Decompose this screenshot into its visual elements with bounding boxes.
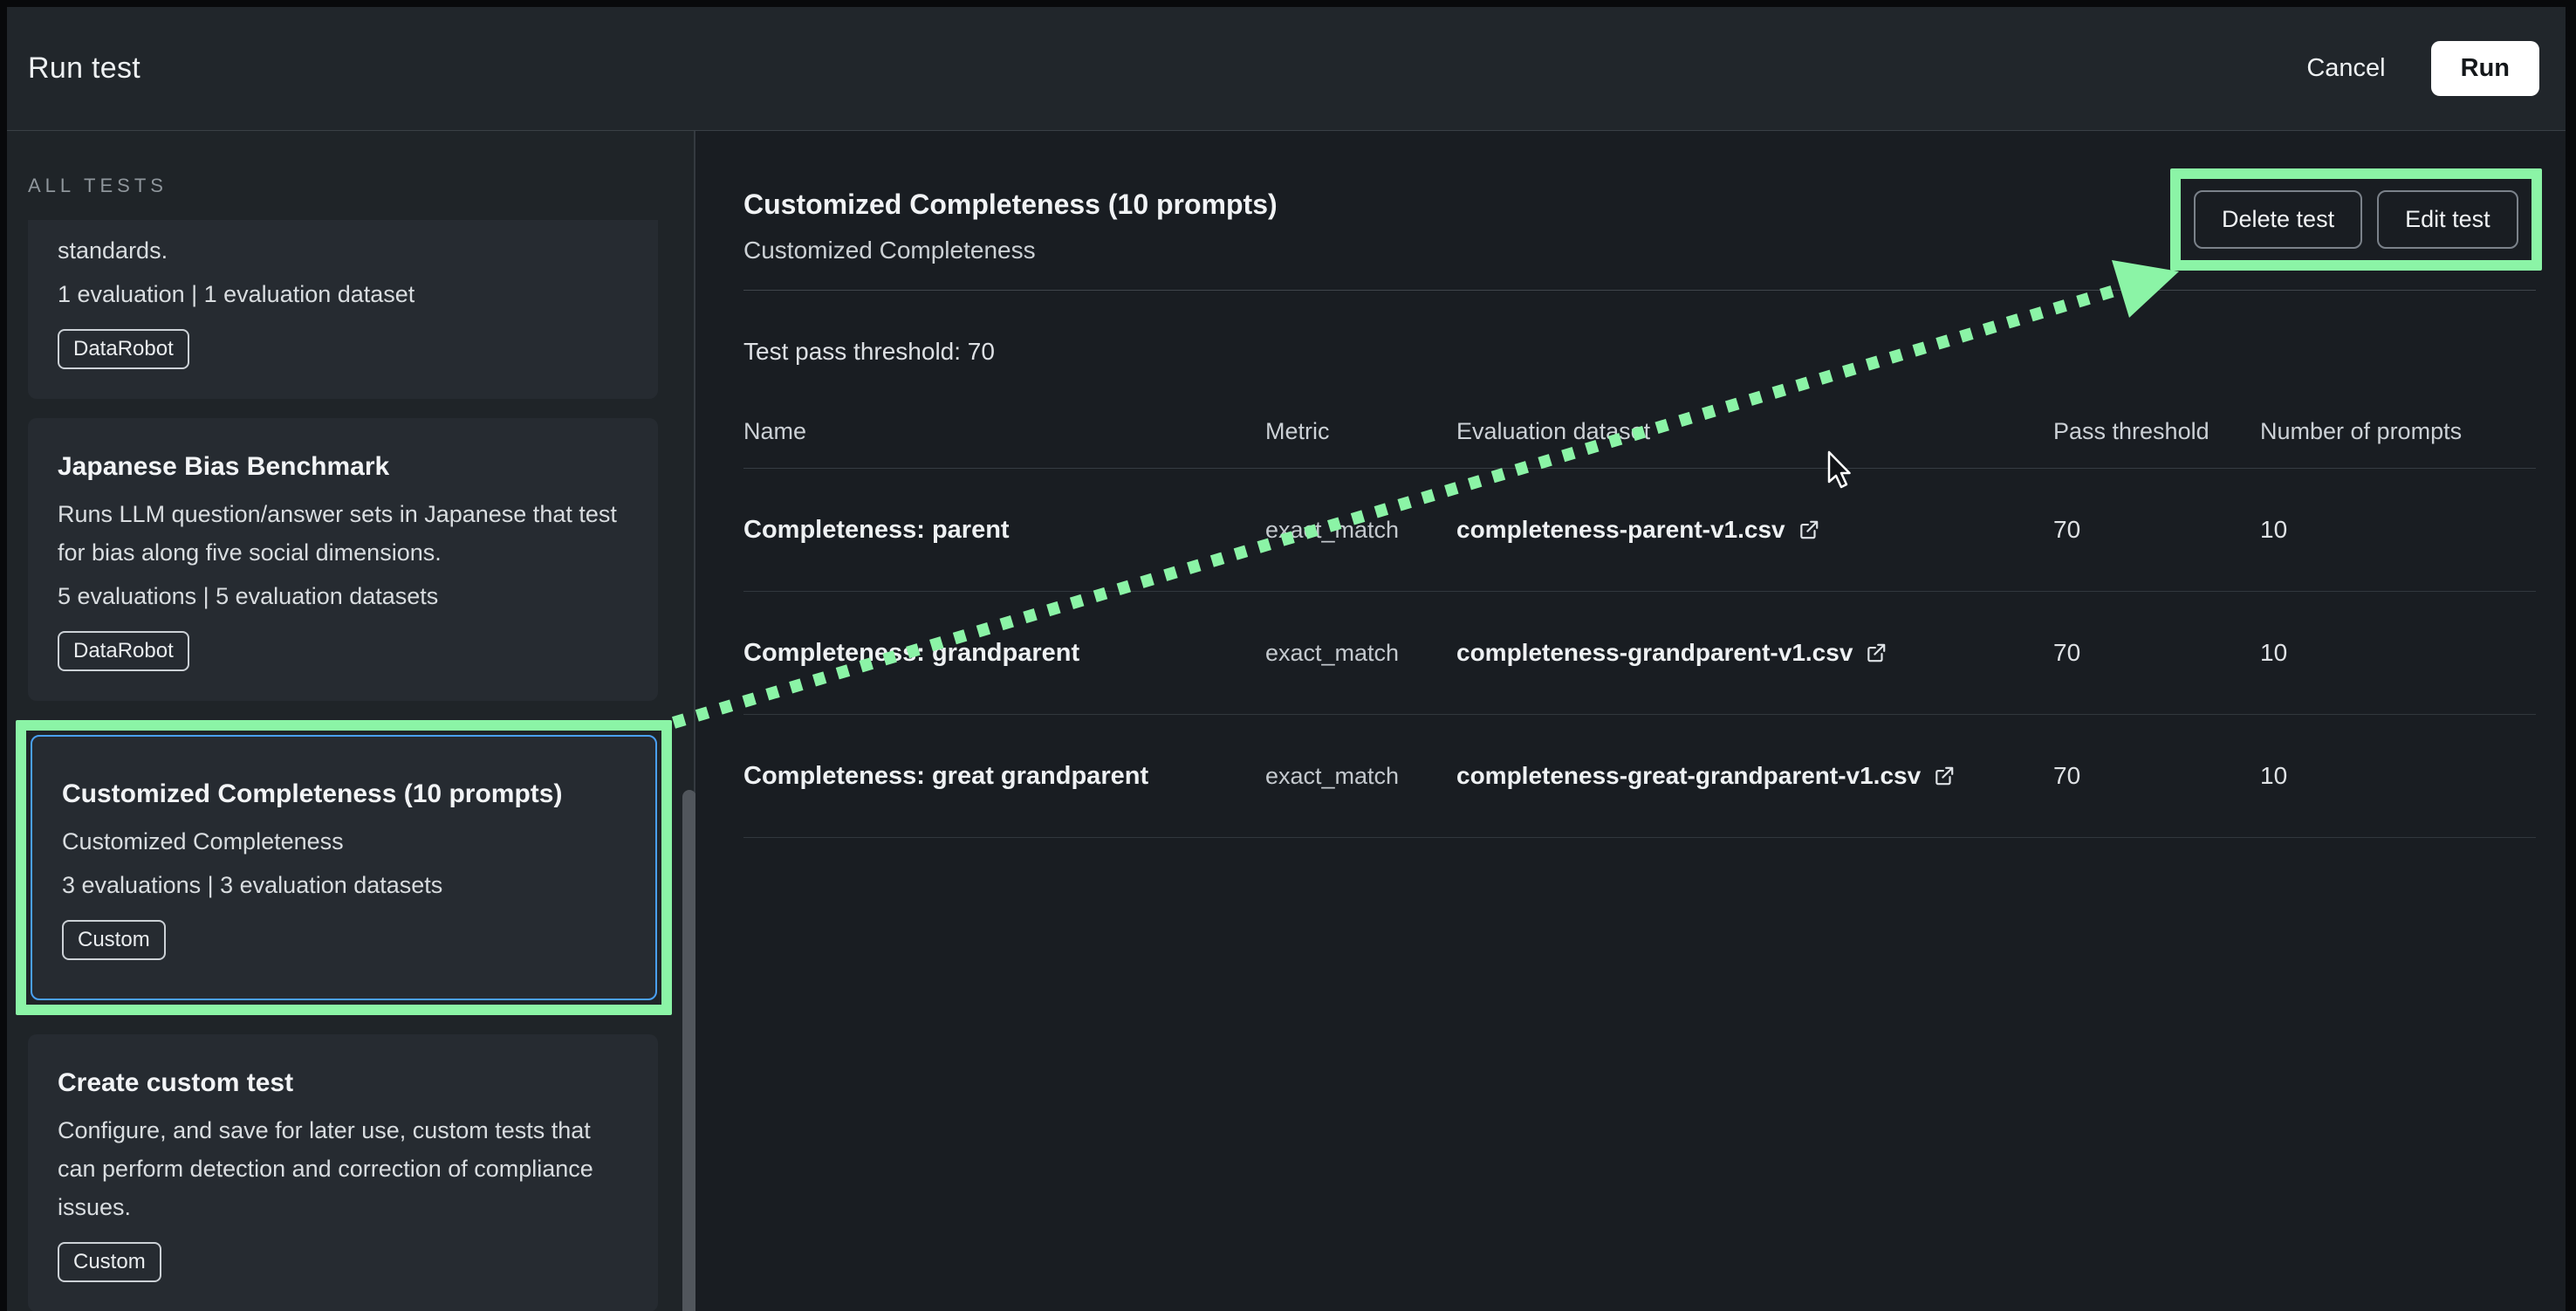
column-header-pass-threshold: Pass threshold [2053,418,2209,444]
num-prompts-value: 10 [2260,762,2288,789]
modal-header: Run test Cancel Run [7,7,2566,131]
annotation-box-buttons: Delete test Edit test [2170,168,2542,271]
card-description: Configure, and save for later use, custo… [58,1117,593,1220]
tests-sidebar: ALL TESTS standards. 1 evaluation | 1 ev… [7,131,696,1311]
card-meta: 3 evaluations | 3 evaluation datasets [62,872,443,898]
pass-threshold-value: 70 [2053,762,2081,789]
run-button[interactable]: Run [2430,41,2539,96]
table-row: Completeness: grandparent exact_match co… [743,592,2536,715]
column-header-name: Name [743,418,807,444]
content-row: ALL TESTS standards. 1 evaluation | 1 ev… [7,131,2566,1311]
external-link-icon[interactable] [1933,765,1956,787]
test-card-customized-completeness[interactable]: Customized Completeness (10 prompts) Cus… [31,735,657,1000]
card-description: Customized Completeness [62,828,344,855]
annotation-box-selected-card: Customized Completeness (10 prompts) Cus… [16,720,672,1015]
card-description: Runs LLM question/answer sets in Japanes… [58,501,617,566]
table-row: Completeness: parent exact_match complet… [743,469,2536,592]
page-title: Run test [28,51,141,85]
column-header-evaluation-dataset: Evaluation dataset [1456,418,1651,444]
column-header-number-of-prompts: Number of prompts [2260,418,2463,444]
num-prompts-value: 10 [2260,516,2288,543]
dataset-filename: completeness-great-grandparent-v1.csv [1456,762,1922,789]
evaluation-dataset-link[interactable]: completeness-great-grandparent-v1.csv [1456,762,2053,790]
test-pass-threshold: Test pass threshold: 70 [743,338,995,365]
table-row: Completeness: great grandparent exact_ma… [743,715,2536,838]
pass-threshold-value: 70 [2053,516,2081,543]
test-card-create-custom[interactable]: Create custom test Configure, and save f… [28,1034,658,1311]
card-badge: DataRobot [58,631,189,671]
evaluation-dataset-link[interactable]: completeness-grandparent-v1.csv [1456,639,2053,667]
card-description: standards. [58,237,168,264]
dataset-filename: completeness-parent-v1.csv [1456,516,1785,543]
test-card-list: standards. 1 evaluation | 1 evaluation d… [7,220,694,1311]
delete-test-button[interactable]: Delete test [2194,190,2363,249]
run-test-modal: Run test Cancel Run ALL TESTS standards.… [7,7,2566,1311]
all-tests-label: ALL TESTS [28,175,168,196]
evaluation-dataset-link[interactable]: completeness-parent-v1.csv [1456,516,2053,544]
card-title: Japanese Bias Benchmark [58,452,390,481]
column-header-metric: Metric [1265,418,1330,444]
pass-threshold-value: 70 [2053,639,2081,666]
test-card-japanese-bias[interactable]: Japanese Bias Benchmark Runs LLM questio… [28,418,658,701]
card-title: Customized Completeness (10 prompts) [62,779,563,808]
test-title: Customized Completeness (10 prompts) [743,189,1278,220]
external-link-icon[interactable] [1798,518,1820,541]
evaluation-name: Completeness: great grandparent [743,761,1149,790]
test-detail-pane: Customized Completeness (10 prompts) Cus… [695,131,2566,1311]
card-badge: DataRobot [58,329,189,369]
cancel-button[interactable]: Cancel [2301,53,2390,84]
test-card-partial[interactable]: standards. 1 evaluation | 1 evaluation d… [28,220,658,399]
dataset-filename: completeness-grandparent-v1.csv [1456,639,1853,666]
evaluation-metric: exact_match [1265,516,1400,543]
num-prompts-value: 10 [2260,639,2288,666]
evaluation-metric: exact_match [1265,639,1400,666]
card-badge: Custom [58,1242,161,1282]
title-divider [743,290,2536,291]
sidebar-scrollbar[interactable] [682,790,696,1311]
card-badge: Custom [62,920,166,960]
card-title: Create custom test [58,1068,294,1097]
edit-test-button[interactable]: Edit test [2377,190,2518,249]
card-meta: 1 evaluation | 1 evaluation dataset [58,281,415,307]
evaluation-name: Completeness: grandparent [743,638,1080,667]
external-link-icon[interactable] [1865,642,1887,664]
card-meta: 5 evaluations | 5 evaluation datasets [58,583,439,609]
test-subtitle: Customized Completeness [743,237,1036,264]
evaluation-name: Completeness: parent [743,515,1010,544]
evaluation-metric: exact_match [1265,762,1400,789]
table-header-row: Name Metric Evaluation dataset Pass thre… [743,418,2536,469]
